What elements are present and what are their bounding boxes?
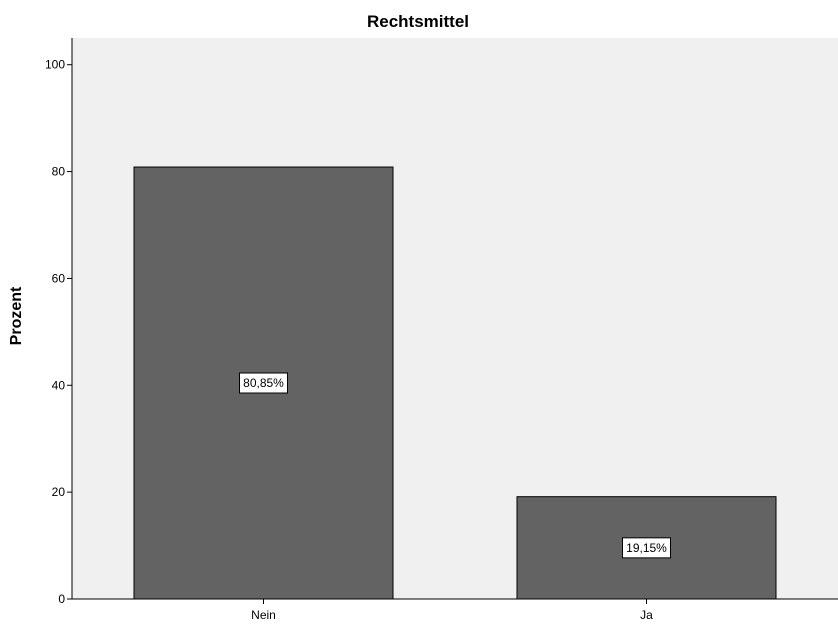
y-tick-label: 20 bbox=[52, 485, 66, 499]
y-tick-label: 100 bbox=[45, 58, 65, 72]
y-axis-label: Prozent bbox=[8, 286, 25, 345]
y-tick-label: 40 bbox=[52, 378, 66, 392]
data-label: 80,85% bbox=[243, 376, 284, 390]
data-label: 19,15% bbox=[626, 541, 667, 555]
x-tick-label: Nein bbox=[251, 608, 276, 622]
y-tick-label: 60 bbox=[52, 271, 66, 285]
y-ticks-group: 0 20 40 60 80 100 bbox=[45, 58, 72, 606]
chart-title: Rechtsmittel bbox=[367, 12, 469, 31]
data-labels-group: 80,85% 19,15% bbox=[239, 372, 671, 559]
y-tick-label: 0 bbox=[58, 592, 65, 606]
x-ticks-group: Nein Ja bbox=[251, 599, 653, 622]
data-label-box bbox=[622, 537, 671, 559]
data-label-box bbox=[239, 372, 288, 394]
y-tick-label: 80 bbox=[52, 165, 66, 179]
x-tick-label: Ja bbox=[640, 608, 653, 622]
